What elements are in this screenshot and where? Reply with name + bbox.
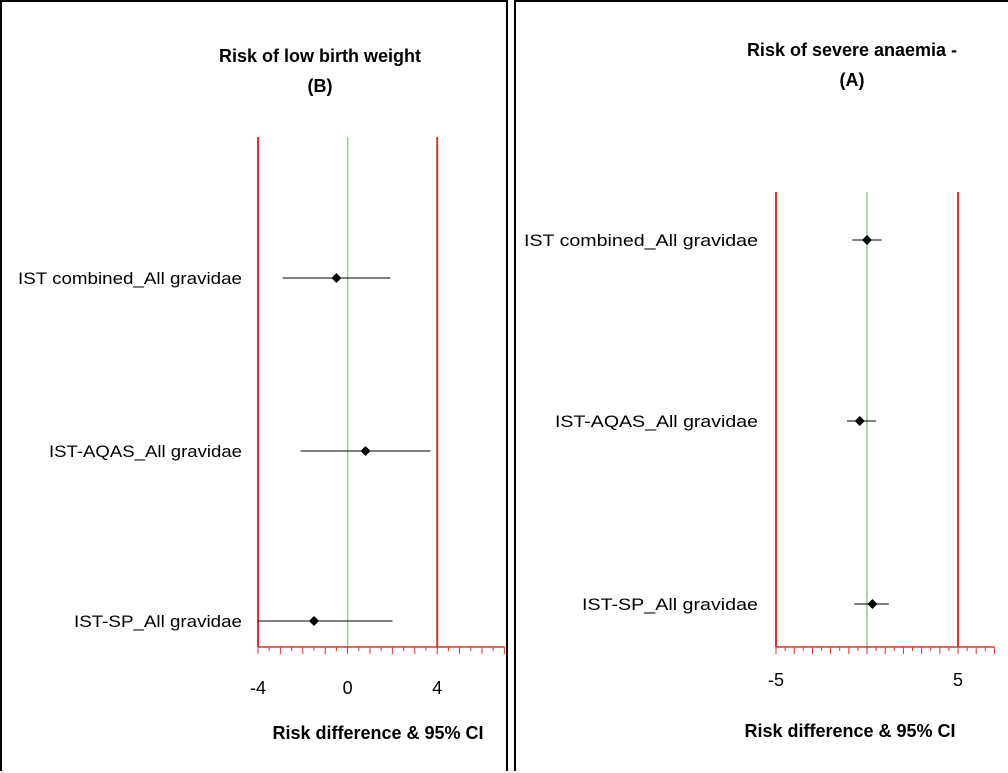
forest-panel-severe-anaemia: Risk of severe anaemia - (A) Risk differ…: [514, 0, 1008, 771]
row-label: IST-SP_All gravidae: [74, 612, 242, 631]
chart-title-line2: (B): [308, 76, 333, 96]
forest-plot-severe-anaemia: Risk of severe anaemia - (A) Risk differ…: [524, 40, 995, 741]
point-estimate-marker: [867, 599, 878, 609]
point-estimate-marker: [854, 416, 865, 426]
x-axis-label: Risk difference & 95% CI: [744, 721, 955, 741]
point-estimate-marker: [331, 273, 342, 283]
row-label: IST combined_All gravidae: [524, 231, 758, 250]
x-tick-label: 0: [343, 678, 353, 698]
point-estimate-marker: [862, 235, 872, 245]
row-label: IST combined_All gravidae: [18, 269, 242, 288]
point-estimate-marker: [360, 446, 371, 456]
x-tick-label: 4: [432, 678, 442, 698]
row-label: IST-AQAS_All gravidae: [49, 442, 242, 461]
forest-plot-low-birth-weight: Risk of low birth weight (B) Risk differ…: [18, 46, 505, 743]
row-label: IST-SP_All gravidae: [582, 595, 758, 614]
chart-title-line1: Risk of severe anaemia -: [747, 40, 957, 60]
chart-title-line1: Risk of low birth weight: [219, 46, 421, 66]
point-estimate-marker: [309, 616, 319, 626]
row-label: IST-AQAS_All gravidae: [555, 412, 758, 431]
x-tick-label: 5: [953, 670, 963, 690]
x-axis-label: Risk difference & 95% CI: [272, 723, 483, 743]
x-tick-label: -4: [250, 678, 266, 698]
forest-panel-low-birth-weight: Risk of low birth weight (B) Risk differ…: [0, 0, 508, 771]
chart-title-line2: (A): [840, 70, 865, 90]
x-tick-label: -5: [768, 670, 784, 690]
